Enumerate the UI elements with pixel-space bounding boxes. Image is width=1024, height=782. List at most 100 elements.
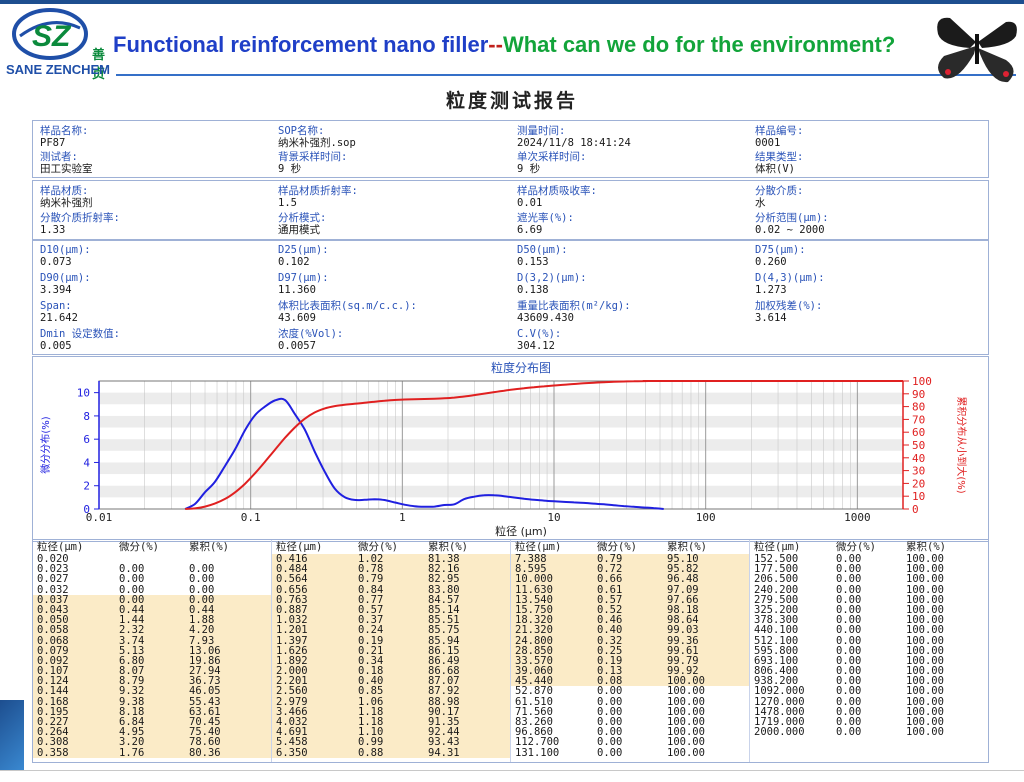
table-row: 45.440 0.08 100.00 [511, 676, 749, 687]
table-row: 0.023 0.00 0.00 [33, 563, 271, 576]
table-cell: 0.416 [276, 553, 308, 565]
table-divider [510, 540, 511, 762]
table-cell: 0.84 [358, 583, 384, 596]
table-row: 71.560 0.00 100.00 [511, 705, 749, 718]
table-cell: 0.00 [189, 563, 215, 576]
table-divider [271, 540, 272, 762]
plot-band [99, 485, 903, 498]
table-row: 15.750 0.52 98.18 [511, 605, 749, 615]
table-cell: 0.107 [37, 665, 69, 678]
table-cell: 97.09 [667, 583, 699, 596]
table-row: 0.092 6.80 19.86 [33, 656, 271, 666]
distribution-chart: 粒度分布图 0.01 0.1 1 10 100 1000 粒径 (μm) 0 2 4 6 8 10 0 10 2… [32, 356, 989, 542]
table-column-group: 粒径(μm) 微分(%) 累积(%) 0.020 0.023 0.00 0.00 0.027 0… [33, 540, 271, 758]
table-row: 52.870 0.00 100.00 [511, 685, 749, 698]
next-slide-edge [0, 770, 1024, 782]
table-cell: 6.84 [119, 716, 145, 728]
table-row: 1092.000 0.00 100.00 [750, 685, 988, 698]
table-cell: 1.201 [276, 624, 308, 637]
y-right-tick-label: 80 [912, 401, 925, 414]
table-cell: 99.92 [667, 665, 699, 678]
top-accent-bar [0, 0, 1024, 4]
table-cell: 86.68 [428, 665, 460, 678]
plot-band [99, 392, 903, 405]
table-row: 806.400 0.00 100.00 [750, 666, 988, 677]
table-cell: 0.46 [597, 614, 623, 627]
table-cell: 0.00 [836, 553, 862, 565]
table-row: 1.032 0.37 85.51 [272, 615, 510, 625]
table-cell: 2.560 [276, 685, 308, 698]
table-cell: 83.80 [428, 583, 460, 596]
table-cell: 100.00 [906, 675, 944, 688]
result-field: D75(μm): 0.260 [755, 244, 806, 268]
table-cell: 0.44 [119, 603, 145, 616]
table-row: 11.630 0.61 97.09 [511, 583, 749, 596]
table-cell: 0.19 [597, 654, 623, 667]
table-row: 2.560 0.85 87.92 [272, 685, 510, 698]
table-cell: 100.00 [667, 685, 705, 698]
table-row: 18.320 0.46 98.64 [511, 615, 749, 625]
result-field: D97(μm): 11.360 [278, 272, 329, 296]
table-cell: 0.308 [37, 736, 69, 749]
y-left-axis-label: 微分分布(%) [39, 416, 52, 473]
table-cell: 1.626 [276, 644, 308, 657]
result-field: 重量比表面积(m²/kg): 43609.430 [517, 300, 631, 324]
result-field: D90(μm): 3.394 [40, 272, 91, 296]
table-cell: 0.88 [358, 746, 384, 759]
table-cell: 100.00 [906, 654, 944, 667]
table-header-cell: 微分(%) [836, 541, 876, 553]
result-field: Span: 21.642 [40, 300, 78, 324]
plot-band [99, 462, 903, 475]
table-cell: 99.61 [667, 644, 699, 657]
info-field: SOP名称: 纳米补强剂.sop [278, 125, 356, 149]
table-cell: 87.92 [428, 685, 460, 698]
table-cell: 0.00 [597, 736, 623, 749]
result-field: D25(μm): 0.102 [278, 244, 329, 268]
table-cell: 0.40 [358, 675, 384, 688]
table-cell: 0.66 [597, 573, 623, 586]
table-cell: 90.17 [428, 705, 460, 718]
info-field: 背景采样时间: 9 秒 [278, 151, 348, 175]
table-row: 13.540 0.57 97.66 [511, 594, 749, 605]
table-cell: 5.458 [276, 736, 308, 749]
table-cell: 36.73 [189, 675, 221, 688]
table-row: 378.300 0.00 100.00 [750, 615, 988, 626]
table-cell: 0.092 [37, 654, 69, 667]
y-right-tick-label: 20 [912, 477, 925, 490]
table-cell: 0.00 [597, 705, 623, 718]
table-cell: 95.10 [667, 553, 699, 565]
y-right-tick-label: 100 [912, 375, 932, 388]
y-right-tick-label: 0 [912, 503, 919, 516]
table-cell: 0.887 [276, 603, 308, 616]
table-cell: 27.94 [189, 665, 221, 678]
butterfly-icon [937, 17, 1017, 83]
table-cell: 7.93 [189, 634, 215, 647]
table-row: 1478.000 0.00 100.00 [750, 706, 988, 717]
table-row: 1.397 0.19 85.94 [272, 635, 510, 646]
material-field: 分析范围(μm): 0.02 ~ 2000 [755, 212, 829, 236]
table-cell: 0.00 [836, 675, 862, 688]
table-row: 0.416 1.02 81.38 [272, 554, 510, 564]
table-row: 1270.000 0.00 100.00 [750, 696, 988, 707]
table-cell: 82.16 [428, 563, 460, 576]
table-cell: 1.032 [276, 614, 308, 627]
table-row: 206.500 0.00 100.00 [750, 574, 988, 585]
table-cell: 0.00 [119, 593, 145, 606]
table-cell: 55.43 [189, 695, 221, 708]
table-cell: 10.000 [515, 573, 553, 586]
table-cell: 70.45 [189, 716, 221, 728]
table-cell: 0.00 [836, 563, 862, 576]
info-field: 样品名称: PF87 [40, 125, 89, 149]
table-cell: 82.95 [428, 573, 460, 586]
info-field: 样品编号: 0001 [755, 125, 804, 149]
table-cell: 86.15 [428, 644, 460, 657]
table-cell: 512.100 [754, 634, 799, 647]
table-cell: 0.00 [836, 685, 862, 698]
table-row: 240.200 0.00 100.00 [750, 584, 988, 595]
table-cell: 100.00 [667, 716, 705, 728]
table-cell: 0.027 [37, 573, 69, 586]
table-cell: 0.195 [37, 705, 69, 718]
table-row: 10.000 0.66 96.48 [511, 573, 749, 586]
table-row: 83.260 0.00 100.00 [511, 716, 749, 728]
table-cell: 2.979 [276, 695, 308, 708]
